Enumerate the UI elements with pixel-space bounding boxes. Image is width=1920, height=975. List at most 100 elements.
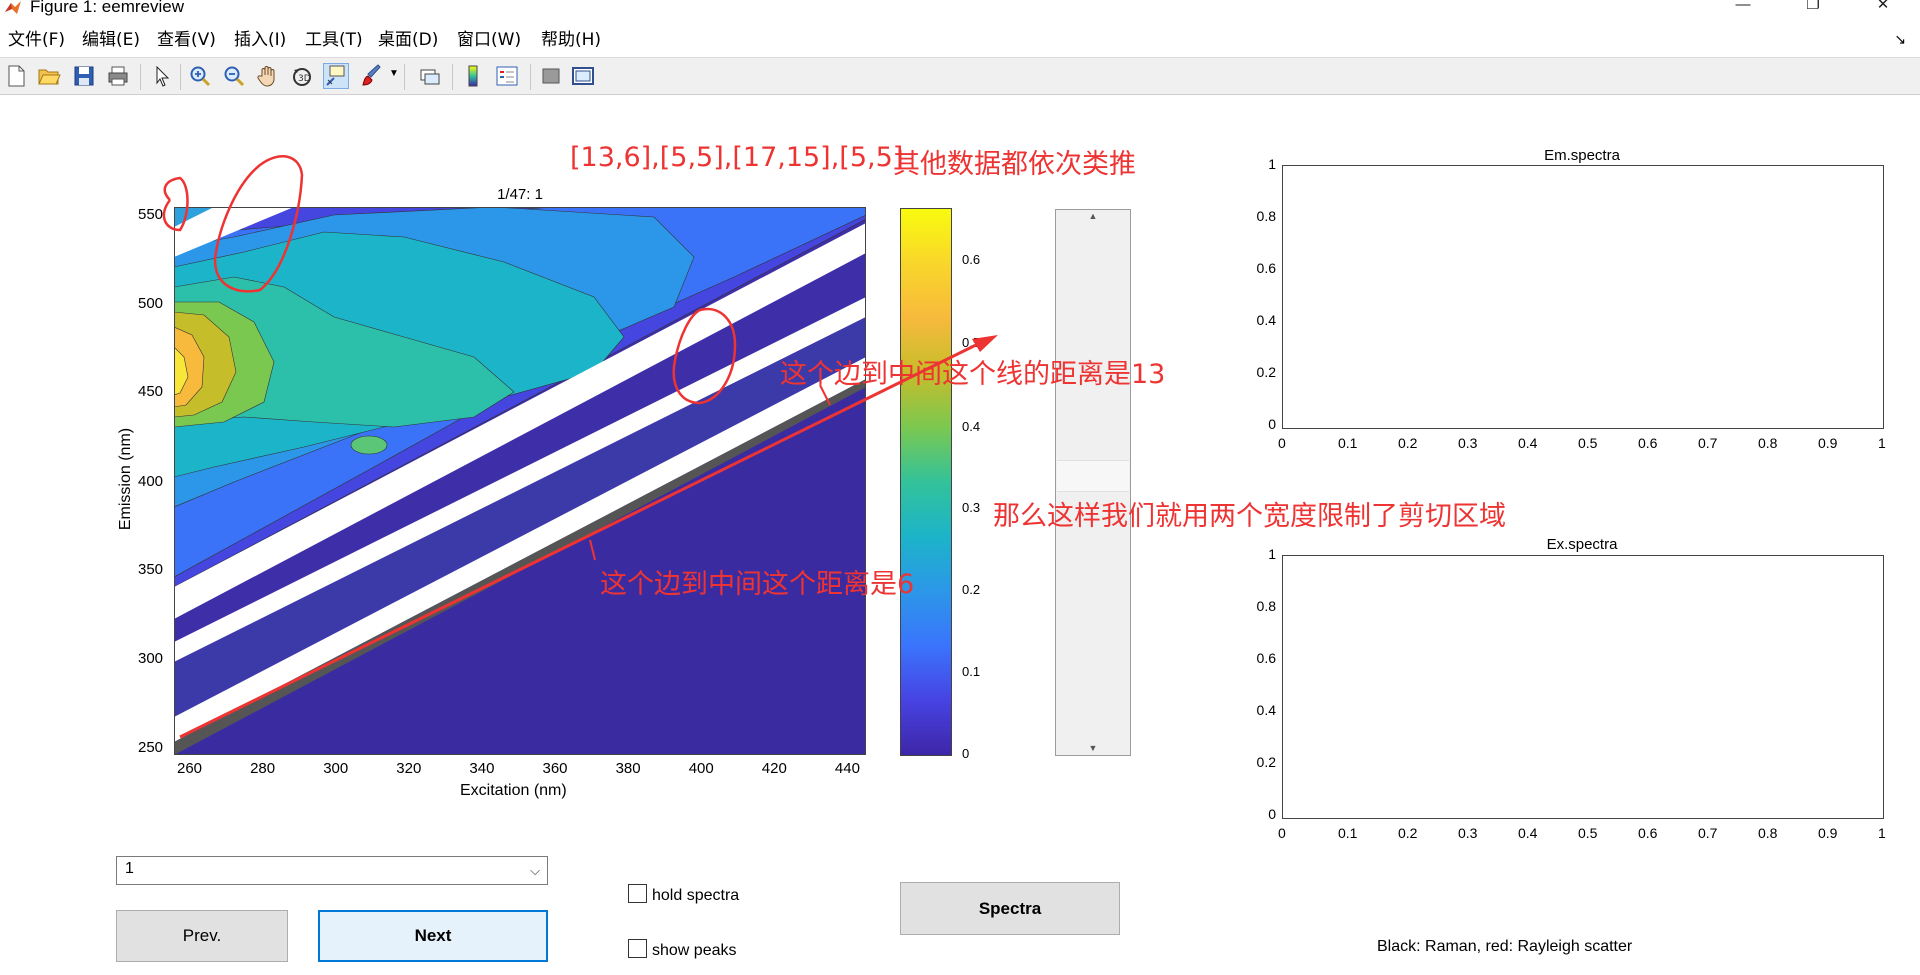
minimize-button[interactable]: — xyxy=(1735,0,1751,13)
em-spectra-xtick-label: 1 xyxy=(1878,435,1886,451)
toolbar-separator xyxy=(180,64,181,90)
prev-button[interactable]: Prev. xyxy=(116,910,288,962)
chevron-down-icon[interactable]: ⌵ xyxy=(530,863,540,878)
contour-xtick-label: 340 xyxy=(469,760,495,777)
show-peaks-label: show peaks xyxy=(652,942,737,959)
em-spectra-xtick-label: 0.3 xyxy=(1458,435,1478,451)
dropdown-value: 1 xyxy=(125,860,134,877)
show-plot-tools-icon[interactable] xyxy=(571,64,595,88)
contour-title: 1/47: 1 xyxy=(497,186,543,203)
colorbar xyxy=(900,208,952,756)
menu-insert[interactable]: 插入(I) xyxy=(234,30,287,50)
menu-desktop[interactable]: 桌面(D) xyxy=(378,30,439,50)
data-cursor-icon[interactable] xyxy=(323,63,349,89)
ex-spectra-axes xyxy=(1282,555,1884,819)
contour-xtick-label: 440 xyxy=(834,760,860,777)
menu-help[interactable]: 帮助(H) xyxy=(541,30,602,50)
ex-spectra-ytick-label: 0.6 xyxy=(1256,650,1276,666)
em-spectra-xtick-label: 0.4 xyxy=(1518,435,1538,451)
toolbar-separator xyxy=(530,64,531,90)
contour-ytick-label: 450 xyxy=(138,383,164,400)
contour-xtick-label: 320 xyxy=(396,760,422,777)
hold-spectra-label: hold spectra xyxy=(652,887,740,904)
next-button[interactable]: Next xyxy=(318,910,548,962)
ex-spectra-xtick-label: 0.7 xyxy=(1698,825,1718,841)
scatter-legend-note: Black: Raman, red: Rayleigh scatter xyxy=(1377,938,1633,955)
scroll-thumb[interactable] xyxy=(1057,460,1129,492)
checkbox-box[interactable] xyxy=(628,884,647,903)
matlab-logo-icon xyxy=(5,1,21,14)
colorbar-tick-label: 0.3 xyxy=(962,500,981,515)
contour-ylabel: Emission (nm) xyxy=(117,427,134,531)
em-spectra-ytick-label: 0 xyxy=(1268,416,1276,432)
pointer-icon[interactable] xyxy=(150,64,174,88)
new-figure-icon[interactable] xyxy=(4,64,28,88)
toolbar-separator xyxy=(452,64,453,90)
zoom-in-icon[interactable] xyxy=(188,64,212,88)
contour-xtick-label: 300 xyxy=(323,760,349,777)
colorbar-tick-label: 0.1 xyxy=(962,664,981,679)
toolbar-separator xyxy=(404,64,405,90)
em-spectra-xtick-label: 0.1 xyxy=(1338,435,1358,451)
menu-view[interactable]: 查看(V) xyxy=(157,30,216,50)
colorbar-tick-label: 0.6 xyxy=(962,252,981,267)
ex-spectra-xtick-label: 0.9 xyxy=(1818,825,1838,841)
colorbar-tick-label: 0 xyxy=(962,746,970,761)
annotation-conclusion: 那么这样我们就用两个宽度限制了剪切区域 xyxy=(993,501,1506,532)
contour-local-peak xyxy=(350,435,388,455)
ex-spectra-ytick-label: 0.2 xyxy=(1256,754,1276,770)
toolbar: 3D ▼ xyxy=(0,57,1920,95)
hold-spectra-checkbox[interactable]: hold spectra xyxy=(628,884,739,905)
scroll-up-icon[interactable]: ▲ xyxy=(1088,211,1098,221)
pan-hand-icon[interactable] xyxy=(256,64,280,88)
brush-icon[interactable] xyxy=(360,64,384,88)
colorbar-icon[interactable] xyxy=(461,64,485,88)
contour-ytick-label: 500 xyxy=(138,295,164,312)
em-spectra-ytick-label: 0.6 xyxy=(1256,260,1276,276)
save-icon[interactable] xyxy=(72,64,96,88)
close-button[interactable]: ✕ xyxy=(1876,0,1890,13)
contour-xlabel: Excitation (nm) xyxy=(460,782,567,799)
em-spectra-ytick-label: 0.2 xyxy=(1256,364,1276,380)
menu-file[interactable]: 文件(F) xyxy=(8,30,66,50)
ex-spectra-xtick-label: 0.8 xyxy=(1758,825,1778,841)
contour-ytick-label: 400 xyxy=(138,473,164,490)
brush-dropdown-icon[interactable]: ▼ xyxy=(389,68,399,79)
spectra-button[interactable]: Spectra xyxy=(900,882,1120,935)
contour-xtick-label: 360 xyxy=(542,760,568,777)
contour-xtick-label: 400 xyxy=(688,760,714,777)
hide-plot-tools-icon[interactable] xyxy=(539,64,563,88)
em-spectra-xtick-label: 0.5 xyxy=(1578,435,1598,451)
open-file-icon[interactable] xyxy=(37,64,61,88)
menu-bar: 文件(F) 编辑(E) 查看(V) 插入(I) 工具(T) 桌面(D) 窗口(W… xyxy=(0,27,1920,53)
legend-icon[interactable] xyxy=(495,64,519,88)
menu-tools[interactable]: 工具(T) xyxy=(305,30,363,50)
annotation-edge6: 这个边到中间这个距离是6 xyxy=(600,569,915,600)
scroll-down-icon[interactable]: ▼ xyxy=(1088,743,1098,753)
contour-xtick-label: 280 xyxy=(250,760,276,777)
contour-ytick-label: 550 xyxy=(138,206,164,223)
eem-contour-plot xyxy=(174,207,866,755)
window-title: Figure 1: eemreview xyxy=(30,0,185,16)
menu-window[interactable]: 窗口(W) xyxy=(457,30,522,50)
contour-xtick-label: 380 xyxy=(615,760,641,777)
sample-scrollbar[interactable]: ▲ ▼ xyxy=(1055,209,1131,756)
checkbox-box[interactable] xyxy=(628,939,647,958)
em-spectra-xtick-label: 0 xyxy=(1278,435,1286,451)
link-plot-icon[interactable] xyxy=(418,64,442,88)
show-peaks-checkbox[interactable]: show peaks xyxy=(628,939,737,960)
title-bar: Figure 1: eemreview — ❐ ✕ xyxy=(0,0,1920,17)
restore-button[interactable]: ❐ xyxy=(1806,0,1820,13)
em-spectra-axes xyxy=(1282,165,1884,429)
colorbar-tick-label: 0.2 xyxy=(962,582,981,597)
sample-dropdown[interactable]: 1 ⌵ xyxy=(116,856,548,885)
print-icon[interactable] xyxy=(106,64,130,88)
rotate-3d-icon[interactable]: 3D xyxy=(290,64,314,88)
zoom-out-icon[interactable] xyxy=(222,64,246,88)
ex-spectra-title: Ex.spectra xyxy=(1546,536,1618,553)
ex-spectra-xtick-label: 0.3 xyxy=(1458,825,1478,841)
contour-ytick-label: 350 xyxy=(138,561,164,578)
menu-edit[interactable]: 编辑(E) xyxy=(82,30,141,50)
dock-arrow-icon[interactable]: ↘ xyxy=(1894,31,1906,47)
ex-spectra-ytick-label: 0.4 xyxy=(1256,702,1276,718)
